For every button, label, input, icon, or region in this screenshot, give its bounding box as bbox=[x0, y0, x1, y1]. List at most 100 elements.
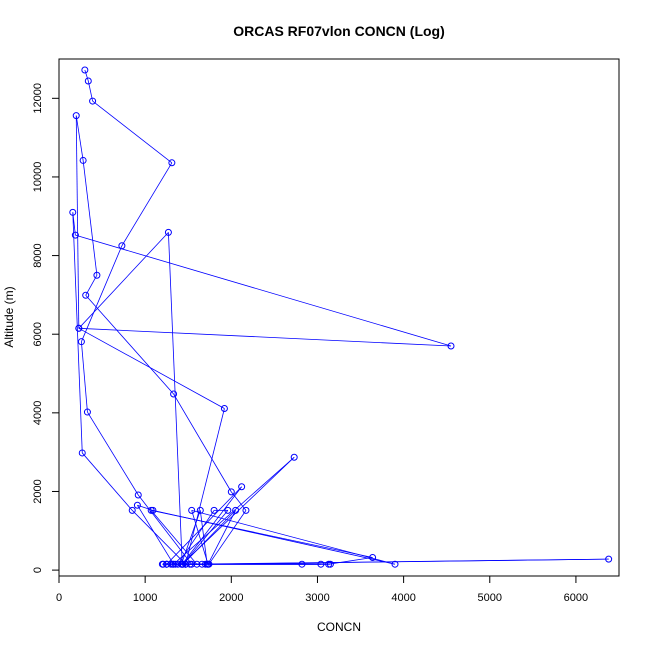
series-segment bbox=[81, 452, 133, 511]
data-point bbox=[182, 560, 190, 568]
x-tick-label: 6000 bbox=[564, 592, 588, 604]
data-point bbox=[168, 159, 176, 167]
data-point bbox=[605, 555, 613, 563]
y-tick-label: 6000 bbox=[32, 322, 44, 346]
series-segment bbox=[78, 327, 225, 409]
series-segment bbox=[208, 558, 609, 565]
x-axis-label: CONCN bbox=[317, 620, 361, 634]
data-point bbox=[186, 560, 194, 568]
data-point bbox=[193, 560, 201, 568]
series-segment bbox=[173, 393, 232, 493]
y-tick-label: 2000 bbox=[32, 479, 44, 503]
series-segment bbox=[78, 232, 169, 329]
x-tick-label: 0 bbox=[56, 592, 62, 604]
y-tick-label: 4000 bbox=[32, 401, 44, 425]
data-point bbox=[170, 560, 178, 568]
y-axis-label: Altitude (m) bbox=[2, 286, 16, 347]
series-segment bbox=[328, 557, 373, 565]
series-segment bbox=[208, 510, 247, 565]
y-axis: 0 2000 4000 6000 8000 10000 12000 bbox=[32, 83, 60, 573]
data-point bbox=[224, 506, 232, 514]
series-segment bbox=[207, 510, 236, 565]
x-axis: 0 1000 2000 3000 4000 5000 6000 bbox=[56, 575, 588, 604]
series-segment bbox=[78, 327, 452, 347]
data-point bbox=[78, 449, 86, 457]
series-segment bbox=[177, 510, 215, 565]
data-point bbox=[93, 271, 101, 279]
y-tick-label: 12000 bbox=[32, 83, 44, 114]
data-point bbox=[128, 506, 136, 514]
series-segment bbox=[181, 486, 242, 565]
data-point bbox=[163, 560, 171, 568]
data-point bbox=[227, 488, 235, 496]
data-point bbox=[133, 501, 141, 509]
series-segment bbox=[131, 510, 186, 565]
series-segment bbox=[72, 212, 83, 453]
data-point bbox=[134, 491, 142, 499]
series-segment bbox=[121, 162, 173, 246]
data-point bbox=[82, 291, 90, 299]
series-segment bbox=[185, 408, 225, 565]
data-point bbox=[77, 338, 85, 346]
series-segment bbox=[137, 494, 192, 565]
data-point bbox=[203, 560, 211, 568]
data-point bbox=[326, 560, 334, 568]
data-point bbox=[147, 506, 155, 514]
y-tick-label: 8000 bbox=[32, 243, 44, 267]
series-segment bbox=[84, 69, 89, 82]
data-point bbox=[232, 506, 240, 514]
data-point bbox=[242, 506, 250, 514]
data-point bbox=[75, 324, 83, 332]
data-point bbox=[238, 483, 246, 491]
data-point bbox=[118, 242, 126, 250]
data-point bbox=[178, 560, 186, 568]
series-segment bbox=[180, 510, 201, 565]
series-segment bbox=[87, 411, 139, 496]
series-segment bbox=[168, 232, 183, 565]
y-tick-label: 0 bbox=[32, 567, 44, 573]
series-segment bbox=[92, 100, 173, 164]
data-point bbox=[170, 390, 178, 398]
y-tick-label: 10000 bbox=[32, 162, 44, 193]
series-segment bbox=[199, 510, 208, 565]
data-point bbox=[174, 560, 182, 568]
data-point bbox=[391, 560, 399, 568]
data-point bbox=[447, 342, 455, 350]
data-point bbox=[290, 453, 298, 461]
series-segment bbox=[75, 115, 80, 329]
data-point bbox=[159, 560, 167, 568]
data-point bbox=[317, 560, 325, 568]
data-point bbox=[89, 97, 97, 105]
data-point bbox=[298, 560, 306, 568]
series-segment bbox=[151, 509, 373, 558]
data-point bbox=[210, 506, 218, 514]
x-tick-label: 4000 bbox=[391, 592, 415, 604]
series-segment bbox=[173, 456, 295, 565]
data-point bbox=[196, 506, 204, 514]
series-segment bbox=[137, 505, 174, 565]
plot-area-frame bbox=[58, 58, 620, 577]
series-segment bbox=[85, 275, 98, 296]
x-tick-label: 3000 bbox=[305, 592, 329, 604]
data-point bbox=[164, 228, 172, 236]
series-segment bbox=[75, 115, 84, 161]
series-segment bbox=[75, 234, 452, 347]
x-tick-label: 5000 bbox=[478, 592, 502, 604]
data-point bbox=[79, 156, 87, 164]
x-tick-label: 1000 bbox=[133, 592, 157, 604]
series-segment bbox=[166, 486, 242, 565]
series-segment bbox=[182, 510, 229, 565]
series-lines bbox=[72, 69, 609, 565]
data-point bbox=[81, 66, 89, 74]
data-point bbox=[69, 208, 77, 216]
x-tick-label: 2000 bbox=[219, 592, 243, 604]
series-points bbox=[69, 66, 613, 568]
series-segment bbox=[81, 341, 88, 413]
data-point bbox=[188, 506, 196, 514]
data-point bbox=[71, 231, 79, 239]
series-segment bbox=[85, 295, 174, 395]
data-point bbox=[220, 405, 228, 413]
data-point bbox=[83, 408, 91, 416]
data-point bbox=[369, 554, 377, 562]
